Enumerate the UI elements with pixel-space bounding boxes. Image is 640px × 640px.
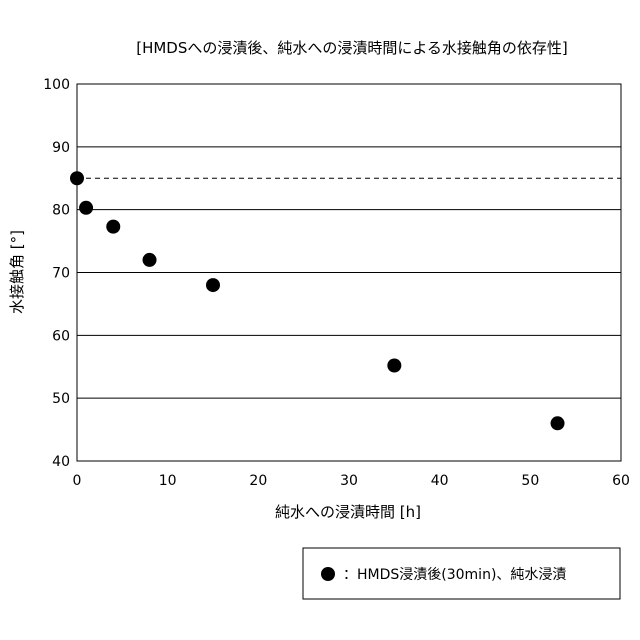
data-point [70, 171, 84, 185]
grid-lines [77, 147, 621, 398]
x-tick-label: 60 [612, 473, 630, 489]
x-tick-label: 30 [340, 473, 358, 489]
x-tick-label: 0 [73, 473, 82, 489]
x-tick-labels: 0 10 20 30 40 50 60 [73, 473, 630, 489]
legend-marker-icon [321, 567, 335, 581]
y-tick-labels: 40 50 60 70 80 90 100 [43, 77, 70, 470]
y-tick-label: 100 [43, 77, 70, 93]
legend-label: ：HMDS浸漬後(30min)、純水浸漬 [343, 567, 566, 583]
x-tick-label: 20 [249, 473, 267, 489]
y-axis-title: 水接触角 [°] [8, 230, 26, 314]
data-point [206, 278, 220, 292]
data-point [79, 201, 93, 215]
x-tick-label: 40 [431, 473, 449, 489]
y-tick-label: 50 [52, 391, 70, 407]
x-axis-title: 純水への浸漬時間 [h] [275, 503, 421, 521]
x-tick-label: 50 [521, 473, 539, 489]
data-point [106, 220, 120, 234]
legend: ：HMDS浸漬後(30min)、純水浸漬 [303, 548, 620, 599]
y-tick-label: 60 [52, 328, 70, 344]
data-point [551, 416, 565, 430]
data-point [143, 253, 157, 267]
y-tick-label: 80 [52, 203, 70, 219]
chart-title: [HMDSへの浸漬後、純水への浸漬時間による水接触角の依存性] [136, 39, 568, 57]
y-tick-label: 90 [52, 140, 70, 156]
y-tick-label: 70 [52, 266, 70, 282]
x-tick-label: 10 [159, 473, 177, 489]
data-point [387, 358, 401, 372]
y-tick-label: 40 [52, 454, 70, 470]
